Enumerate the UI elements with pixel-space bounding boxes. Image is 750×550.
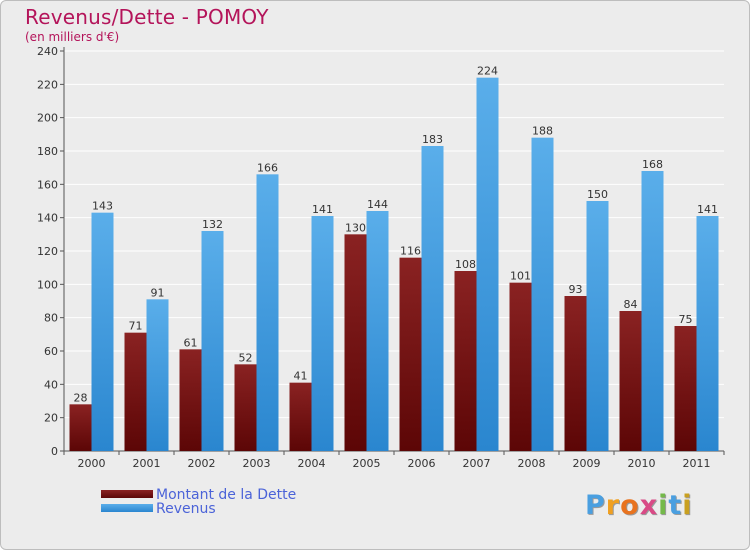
logo-letter: t bbox=[668, 490, 683, 521]
x-tick-label: 2010 bbox=[628, 457, 656, 470]
bar-revenus bbox=[146, 299, 169, 451]
bar-revenus bbox=[421, 146, 444, 451]
data-label-revenus: 132 bbox=[202, 218, 223, 231]
legend-swatch-revenus bbox=[101, 504, 153, 512]
chart-title: Revenus/Dette - POMOY bbox=[25, 5, 269, 29]
bar-revenus bbox=[366, 211, 389, 451]
logo-letter: r bbox=[605, 490, 621, 521]
data-label-revenus: 141 bbox=[697, 203, 718, 216]
data-label-revenus: 224 bbox=[477, 65, 498, 78]
data-label-revenus: 144 bbox=[367, 198, 388, 211]
bar-dette bbox=[674, 326, 697, 451]
bar-revenus bbox=[201, 231, 224, 451]
bar-dette bbox=[179, 349, 202, 451]
bar-dette bbox=[509, 282, 532, 451]
logo-letter: i bbox=[682, 490, 693, 521]
data-label-dette: 84 bbox=[624, 298, 638, 311]
x-tick-label: 2002 bbox=[188, 457, 216, 470]
bar-revenus bbox=[476, 77, 499, 452]
y-tick-label: 100 bbox=[37, 278, 58, 291]
y-tick-label: 220 bbox=[37, 78, 58, 91]
data-label-revenus: 150 bbox=[587, 188, 608, 201]
y-tick-label: 20 bbox=[44, 412, 58, 425]
y-tick-label: 120 bbox=[37, 245, 58, 258]
x-tick-label: 2004 bbox=[298, 457, 326, 470]
y-tick-label: 60 bbox=[44, 345, 58, 358]
logo-letter: i bbox=[658, 490, 669, 521]
bar-revenus bbox=[531, 137, 554, 451]
y-tick-label: 0 bbox=[51, 445, 58, 458]
data-label-dette: 61 bbox=[184, 336, 198, 349]
x-tick-label: 2011 bbox=[683, 457, 711, 470]
bar-dette bbox=[619, 311, 642, 451]
bar-revenus bbox=[586, 201, 609, 451]
data-label-revenus: 141 bbox=[312, 203, 333, 216]
logo-letter: P bbox=[585, 490, 606, 521]
data-label-dette: 71 bbox=[129, 320, 143, 333]
bar-revenus bbox=[311, 216, 334, 451]
data-label-dette: 41 bbox=[294, 370, 308, 383]
bar-revenus bbox=[696, 216, 719, 451]
x-tick-label: 2009 bbox=[573, 457, 601, 470]
x-tick-label: 2005 bbox=[353, 457, 381, 470]
bar-revenus bbox=[91, 212, 114, 451]
bar-revenus bbox=[641, 171, 664, 451]
bar-dette bbox=[69, 404, 92, 451]
data-label-dette: 116 bbox=[400, 245, 421, 258]
data-label-dette: 75 bbox=[679, 313, 693, 326]
data-label-revenus: 188 bbox=[532, 125, 553, 138]
data-label-revenus: 91 bbox=[151, 286, 165, 299]
chart-subtitle: (en milliers d'€) bbox=[25, 30, 120, 44]
y-tick-label: 140 bbox=[37, 212, 58, 225]
data-label-dette: 101 bbox=[510, 270, 531, 283]
x-tick-label: 2000 bbox=[78, 457, 106, 470]
data-label-dette: 130 bbox=[345, 221, 366, 234]
logo-letter: x bbox=[639, 490, 659, 521]
bar-dette bbox=[344, 234, 367, 451]
data-label-revenus: 166 bbox=[257, 161, 278, 174]
bar-dette bbox=[564, 296, 587, 451]
data-label-revenus: 168 bbox=[642, 158, 663, 171]
bar-dette bbox=[399, 257, 422, 451]
y-tick-label: 240 bbox=[37, 45, 58, 58]
data-label-dette: 93 bbox=[569, 283, 583, 296]
data-label-dette: 28 bbox=[74, 391, 88, 404]
y-tick-label: 200 bbox=[37, 112, 58, 125]
y-tick-label: 180 bbox=[37, 145, 58, 158]
proxiti-logo: Proxiti bbox=[585, 490, 693, 521]
legend-swatch-dette bbox=[101, 490, 153, 498]
x-tick-label: 2003 bbox=[243, 457, 271, 470]
x-tick-label: 2007 bbox=[463, 457, 491, 470]
y-tick-label: 160 bbox=[37, 178, 58, 191]
x-tick-label: 2008 bbox=[518, 457, 546, 470]
data-label-dette: 108 bbox=[455, 258, 476, 271]
logo-letter: o bbox=[620, 490, 640, 521]
bar-dette bbox=[124, 332, 147, 451]
data-label-revenus: 143 bbox=[92, 200, 113, 213]
bar-revenus bbox=[256, 174, 279, 452]
bar-dette bbox=[289, 382, 312, 451]
legend-label-revenus: Revenus bbox=[156, 501, 216, 517]
y-tick-label: 40 bbox=[44, 378, 58, 391]
bar-dette bbox=[454, 271, 477, 451]
x-tick-label: 2001 bbox=[133, 457, 161, 470]
x-tick-label: 2006 bbox=[408, 457, 436, 470]
data-label-revenus: 183 bbox=[422, 133, 443, 146]
bar-dette bbox=[234, 364, 257, 451]
legend-label-dette: Montant de la Dette bbox=[156, 487, 297, 503]
data-label-dette: 52 bbox=[239, 351, 253, 364]
y-tick-label: 80 bbox=[44, 312, 58, 325]
